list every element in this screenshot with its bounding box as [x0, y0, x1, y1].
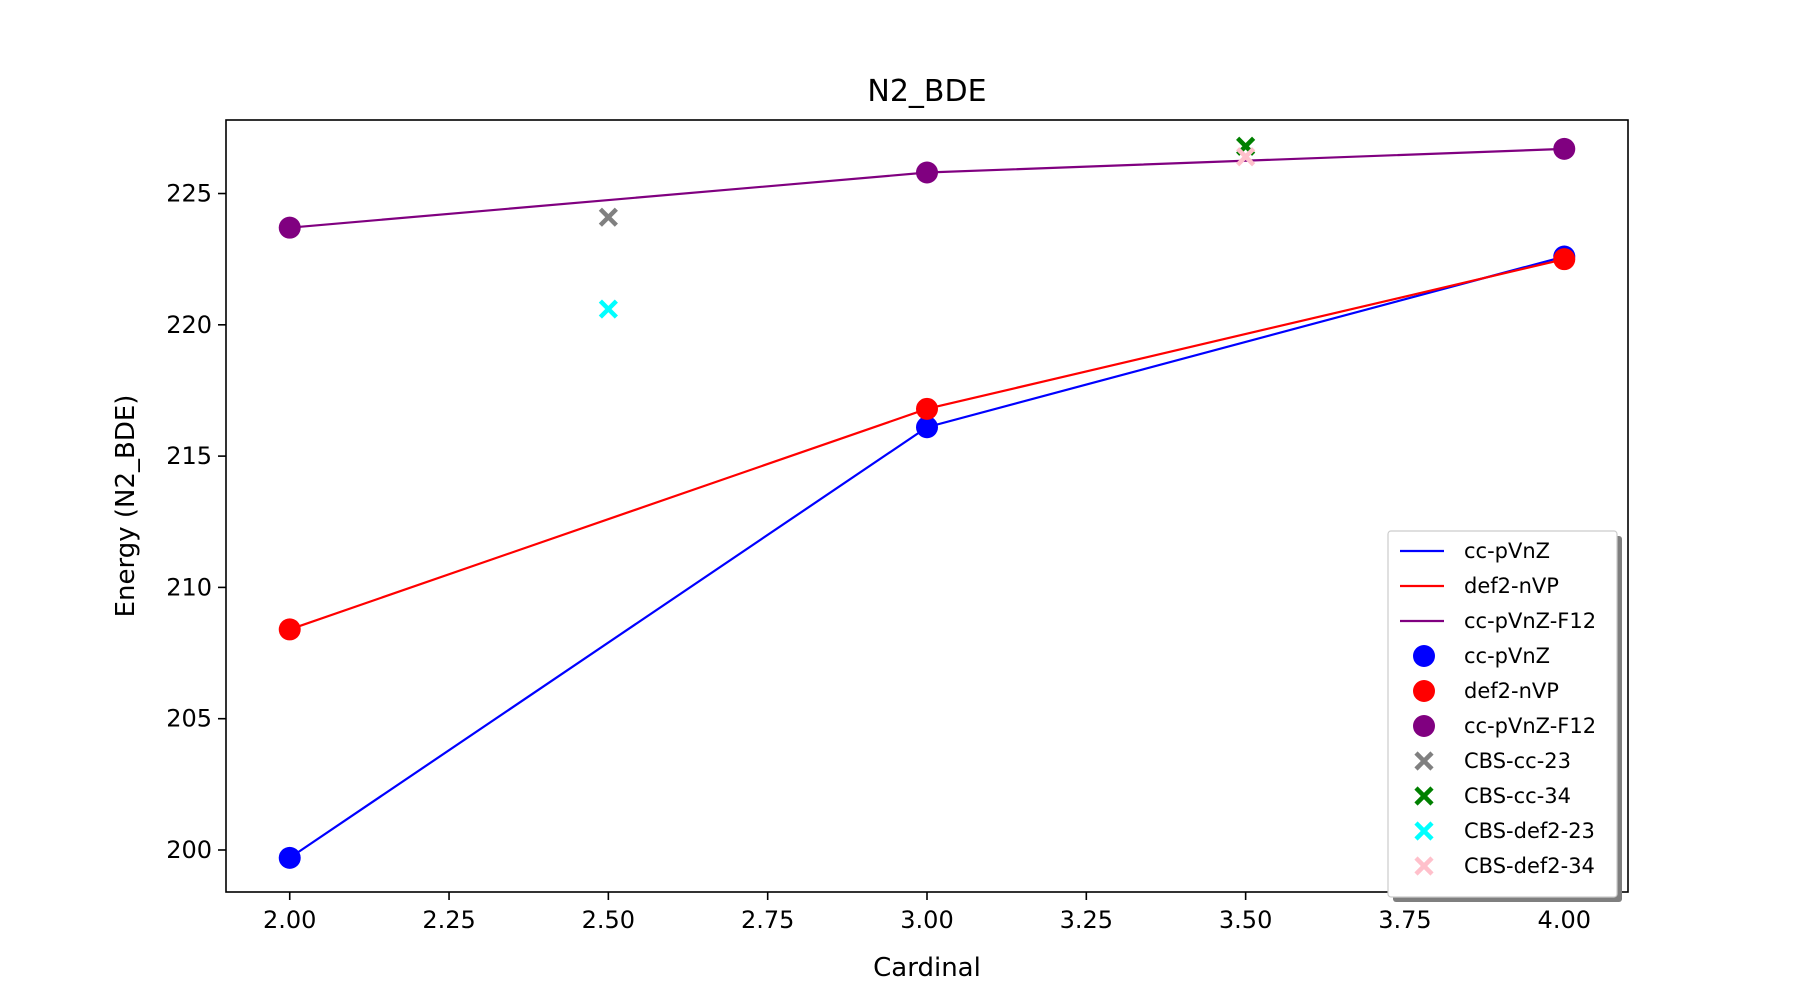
data-point-cbs-cc-23 [598, 207, 618, 227]
data-point-def2-nvp [278, 618, 301, 641]
x-tick-label: 3.50 [1219, 906, 1272, 934]
legend-label: CBS-def2-23 [1464, 819, 1595, 843]
series-line-cc-pvnz-f12 [289, 147, 1565, 229]
x-axis-label: Cardinal [873, 953, 981, 983]
x-marker-stroke [598, 299, 618, 319]
data-point-cc-pvnz-f12 [1553, 137, 1576, 160]
data-point-def2-nvp [1553, 248, 1576, 271]
legend-x-swatch [1414, 786, 1434, 806]
legend-label: cc-pVnZ-F12 [1464, 609, 1596, 633]
data-point-cc-pvnz-f12 [916, 161, 938, 184]
legend-x-swatch [1414, 751, 1434, 771]
legend-label: CBS-def2-34 [1464, 854, 1595, 878]
y-tick-label: 215 [166, 442, 212, 470]
series-line-def2-nvp [289, 258, 1565, 631]
x-marker-stroke [1414, 856, 1434, 876]
y-tick-label: 225 [166, 180, 212, 208]
legend-label: CBS-cc-23 [1464, 749, 1571, 773]
legend-x-swatch [1414, 856, 1434, 876]
legend-x-swatch [1414, 821, 1434, 841]
data-point-cc-pvnz-f12 [278, 216, 301, 239]
x-tick-label: 3.75 [1378, 906, 1431, 934]
y-tick-label: 220 [166, 311, 212, 339]
legend: cc-pVnZ def2-nVP cc-pVnZ-F12 cc-pVnZ def2-nV… [1387, 530, 1622, 902]
x-tick-label: 3.00 [900, 906, 953, 934]
x-tick-label: 2.50 [582, 906, 635, 934]
y-tick-label: 205 [166, 705, 212, 733]
data-point-def2-nvp [916, 397, 938, 420]
x-marker-stroke [1414, 821, 1434, 841]
legend-circle-swatch [1413, 715, 1435, 737]
y-tick-label: 200 [166, 836, 212, 864]
x-tick-label: 2.00 [263, 906, 316, 934]
data-point-cc-pvnz [916, 416, 938, 439]
y-axis: 200 205 210 215 220 225 [166, 180, 226, 864]
x-marker-stroke [1414, 751, 1434, 771]
legend-label: def2-nVP [1464, 679, 1559, 703]
data-point-cbs-def2-23 [598, 299, 618, 319]
x-tick-label: 3.25 [1060, 906, 1113, 934]
y-axis-label: Energy (N2_BDE) [111, 395, 141, 618]
legend-label: CBS-cc-34 [1464, 784, 1571, 808]
x-marker-stroke [598, 207, 618, 227]
legend-label: cc-pVnZ [1464, 539, 1550, 563]
legend-label: cc-pVnZ [1464, 644, 1550, 668]
series-line-cc-pvnz [289, 255, 1565, 859]
legend-circle-swatch [1413, 680, 1435, 702]
x-tick-label: 2.25 [422, 906, 475, 934]
x-axis: 2.00 2.25 2.50 2.75 3.00 3.25 3.50 3.75 4.00 [263, 892, 1591, 934]
data-point-cbs-def2-34 [1236, 147, 1256, 167]
y-tick-label: 210 [166, 573, 212, 601]
x-marker-stroke [1414, 786, 1434, 806]
legend-box [1387, 530, 1618, 898]
legend-circle-swatch [1413, 645, 1435, 667]
plot-area [278, 136, 1576, 869]
x-tick-label: 4.00 [1538, 906, 1591, 934]
x-tick-label: 2.75 [741, 906, 794, 934]
legend-label: cc-pVnZ-F12 [1464, 714, 1596, 738]
x-marker-stroke [1236, 147, 1256, 167]
data-point-cc-pvnz [278, 846, 301, 869]
legend-label: def2-nVP [1464, 574, 1559, 598]
chart-title: N2_BDE [867, 74, 986, 109]
